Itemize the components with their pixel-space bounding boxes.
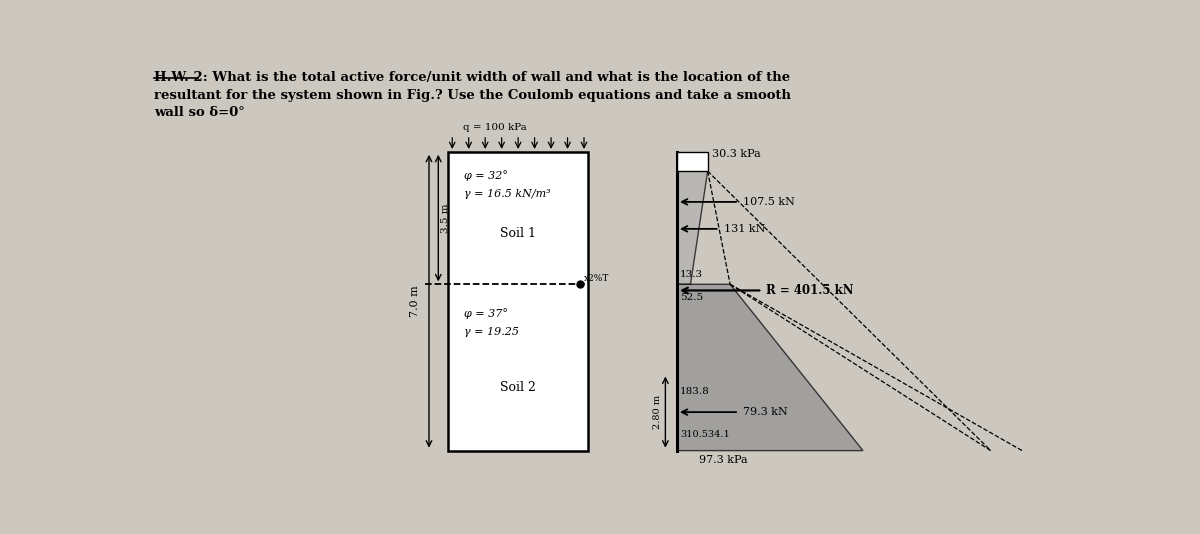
Text: 7.0 m: 7.0 m [409, 285, 420, 317]
Text: 2.80 m: 2.80 m [653, 395, 661, 429]
Text: 52.5: 52.5 [680, 293, 703, 302]
Bar [677, 152, 708, 171]
Text: 131 kN: 131 kN [724, 224, 764, 234]
Text: 107.5 kN: 107.5 kN [743, 197, 794, 207]
Polygon shape [677, 171, 708, 284]
Text: 183.8: 183.8 [680, 387, 710, 396]
Text: wall so δ=0°: wall so δ=0° [154, 106, 245, 120]
Text: Soil 2: Soil 2 [500, 381, 536, 394]
Text: 13.3: 13.3 [680, 270, 703, 279]
Text: γ = 19.25: γ = 19.25 [464, 327, 518, 337]
Text: x2%T: x2%T [584, 274, 610, 283]
Text: Soil 1: Soil 1 [500, 226, 536, 240]
Text: q = 100 kPa: q = 100 kPa [463, 123, 527, 132]
Bar [449, 152, 588, 451]
Text: 97.3 kPa: 97.3 kPa [700, 455, 748, 465]
Text: φ = 37°: φ = 37° [464, 309, 508, 319]
Text: resultant for the system shown in Fig.? Use the Coulomb equations and take a smo: resultant for the system shown in Fig.? … [154, 89, 791, 101]
Text: γ = 16.5 kN/m³: γ = 16.5 kN/m³ [464, 189, 551, 199]
Text: 79.3 kN: 79.3 kN [743, 407, 787, 417]
Text: R = 401.5 kN: R = 401.5 kN [766, 284, 853, 297]
Text: φ = 32°: φ = 32° [464, 170, 508, 181]
Text: 3.5 m: 3.5 m [442, 203, 450, 233]
Text: 30.3 kPa: 30.3 kPa [713, 149, 761, 159]
Polygon shape [677, 284, 863, 451]
Text: H.W. 2: What is the total active force/unit width of wall and what is the locati: H.W. 2: What is the total active force/u… [154, 71, 790, 84]
Text: 310.534.1: 310.534.1 [680, 430, 730, 439]
